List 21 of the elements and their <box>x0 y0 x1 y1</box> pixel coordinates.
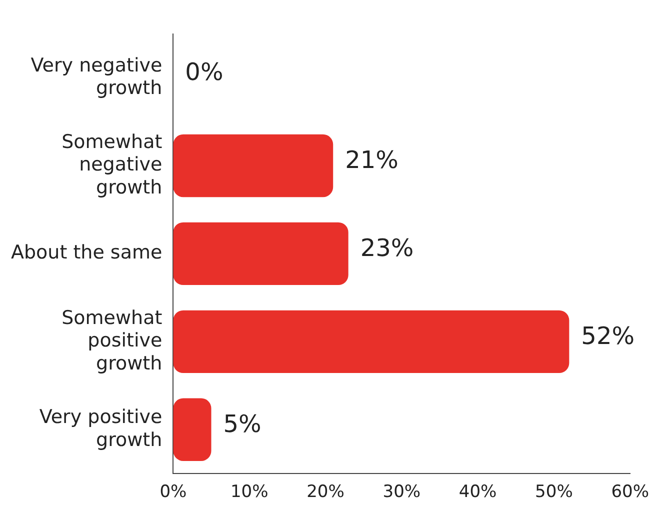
data-label: 52% <box>581 322 635 350</box>
x-tick-label: 0% <box>160 482 187 502</box>
bar <box>173 134 334 198</box>
y-tick-label: Very positive growth <box>39 406 162 451</box>
x-tick-label: 60% <box>611 482 650 502</box>
y-tick-label: Very negative growth <box>30 54 162 100</box>
x-tick-label: 40% <box>458 482 497 502</box>
data-label: 21% <box>345 146 398 174</box>
x-tick-label: 10% <box>230 482 268 502</box>
bar <box>173 398 212 461</box>
data-label: 23% <box>360 234 414 262</box>
x-tick-label: 20% <box>306 482 344 502</box>
y-tick-label: About the same <box>10 242 162 264</box>
x-tick-label: 50% <box>535 482 573 502</box>
bar <box>173 222 348 286</box>
x-tick-label: 30% <box>382 482 421 502</box>
y-tick-label: Somewhat negative growth <box>62 130 162 198</box>
data-label: 5% <box>223 410 262 438</box>
data-label: 0% <box>185 58 224 86</box>
y-tick-label: Somewhat positive growth <box>62 306 162 374</box>
bar <box>173 310 570 373</box>
